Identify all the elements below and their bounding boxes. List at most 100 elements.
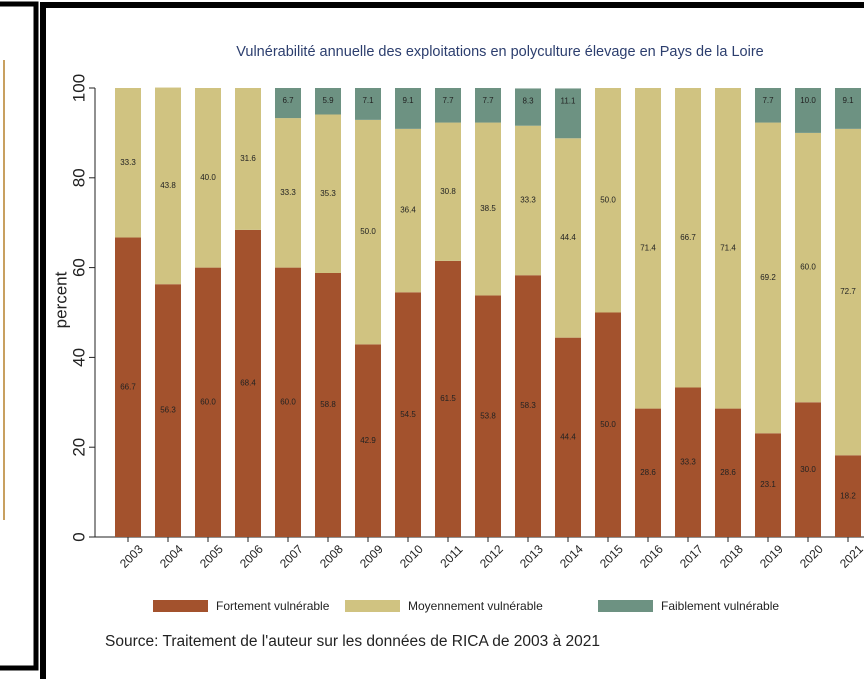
value-label: 38.5: [480, 204, 496, 213]
source-note: Source: Traitement de l'auteur sur les d…: [105, 633, 600, 650]
value-label: 31.6: [240, 154, 256, 163]
value-label: 30.8: [440, 187, 456, 196]
bar-segment: [795, 132, 821, 403]
y-tick-label: 60: [69, 258, 88, 277]
x-tick-label: 2007: [277, 542, 306, 571]
x-tick-label: 2008: [317, 542, 346, 571]
bar-segment: [315, 272, 341, 537]
bar-segment: [115, 88, 141, 238]
y-axis-label: percent: [51, 271, 70, 328]
x-tick-label: 2019: [757, 542, 786, 571]
value-label: 61.5: [440, 394, 456, 403]
value-label: 60.0: [200, 397, 216, 406]
value-label: 9.1: [402, 96, 414, 105]
x-tick-label: 2010: [397, 542, 426, 571]
value-label: 40.0: [200, 173, 216, 182]
y-tick-label: 20: [69, 438, 88, 457]
x-tick-label: 2013: [517, 542, 546, 571]
bar-segment: [555, 138, 581, 338]
main-panel: [40, 2, 864, 679]
bar-segment: [515, 275, 541, 537]
bar-segment: [595, 88, 621, 313]
y-tick-label: 0: [69, 532, 88, 541]
value-label: 8.3: [522, 97, 534, 106]
legend-swatch: [153, 600, 208, 612]
value-label: 7.7: [442, 96, 454, 105]
value-label: 42.9: [360, 436, 376, 445]
x-tick-label: 2014: [557, 542, 586, 571]
value-label: 54.5: [400, 410, 416, 419]
y-tick-label: 80: [69, 168, 88, 187]
value-label: 6.7: [282, 96, 294, 105]
bar-segment: [475, 88, 501, 123]
bar-segment: [555, 337, 581, 537]
value-label: 43.8: [160, 181, 176, 190]
value-label: 30.0: [800, 465, 816, 474]
bar-segment: [515, 125, 541, 276]
value-label: 7.7: [482, 96, 494, 105]
bar-segment: [675, 387, 701, 537]
bar-segment: [755, 122, 781, 434]
value-label: 35.3: [320, 189, 336, 198]
bar-segment: [435, 88, 461, 123]
x-tick-label: 2017: [677, 542, 706, 571]
value-label: 58.3: [520, 401, 536, 410]
bar-segment: [395, 128, 421, 293]
value-label: 50.0: [600, 420, 616, 429]
value-label: 9.1: [842, 96, 854, 105]
value-label: 72.7: [840, 287, 856, 296]
bar-segment: [195, 267, 221, 537]
bar-segment: [315, 88, 341, 115]
x-tick-label: 2004: [157, 542, 186, 571]
value-label: 10.0: [800, 96, 816, 105]
value-label: 60.0: [800, 263, 816, 272]
x-tick-label: 2015: [597, 542, 626, 571]
x-tick-label: 2016: [637, 542, 666, 571]
bar-segment: [555, 88, 581, 139]
value-label: 11.1: [561, 97, 577, 106]
value-label: 33.3: [280, 188, 296, 197]
bar-segment: [155, 284, 181, 537]
bar-segment: [195, 88, 221, 268]
legend-label: Moyennement vulnérable: [408, 599, 543, 613]
value-label: 7.1: [362, 96, 374, 105]
value-label: 28.6: [640, 468, 656, 477]
value-label: 60.0: [280, 397, 296, 406]
y-tick-label: 100: [69, 74, 88, 102]
value-label: 50.0: [360, 227, 376, 236]
value-label: 53.8: [480, 411, 496, 420]
x-tick-label: 2005: [197, 542, 226, 571]
bar-segment: [755, 88, 781, 123]
bar-segment: [635, 88, 661, 409]
x-tick-label: 2003: [117, 542, 146, 571]
bar-segment: [315, 114, 341, 273]
bar-segment: [355, 344, 381, 537]
bar-segment: [755, 433, 781, 537]
x-tick-label: 2012: [477, 542, 506, 571]
value-label: 33.3: [120, 158, 136, 167]
value-label: 7.7: [762, 96, 774, 105]
bar-segment: [275, 267, 301, 537]
bar-segment: [155, 87, 181, 285]
value-label: 56.3: [160, 406, 176, 415]
bar-segment: [835, 455, 861, 537]
bar-segment: [235, 88, 261, 230]
x-tick-label: 2011: [437, 542, 465, 570]
value-label: 71.4: [720, 243, 736, 252]
side-panel: [0, 1, 39, 671]
bar-segment: [635, 408, 661, 537]
bar-segment: [435, 122, 461, 261]
value-label: 66.7: [120, 382, 136, 391]
value-label: 33.3: [680, 457, 696, 466]
value-label: 58.8: [320, 400, 336, 409]
value-label: 28.6: [720, 468, 736, 477]
bar-segment: [355, 119, 381, 345]
bar-segment: [595, 312, 621, 537]
legend-label: Fortement vulnérable: [216, 599, 330, 613]
value-label: 33.3: [520, 196, 536, 205]
bar-segment: [475, 122, 501, 296]
value-label: 44.4: [560, 432, 576, 441]
bar-segment: [795, 88, 821, 133]
value-label: 36.4: [400, 206, 416, 215]
